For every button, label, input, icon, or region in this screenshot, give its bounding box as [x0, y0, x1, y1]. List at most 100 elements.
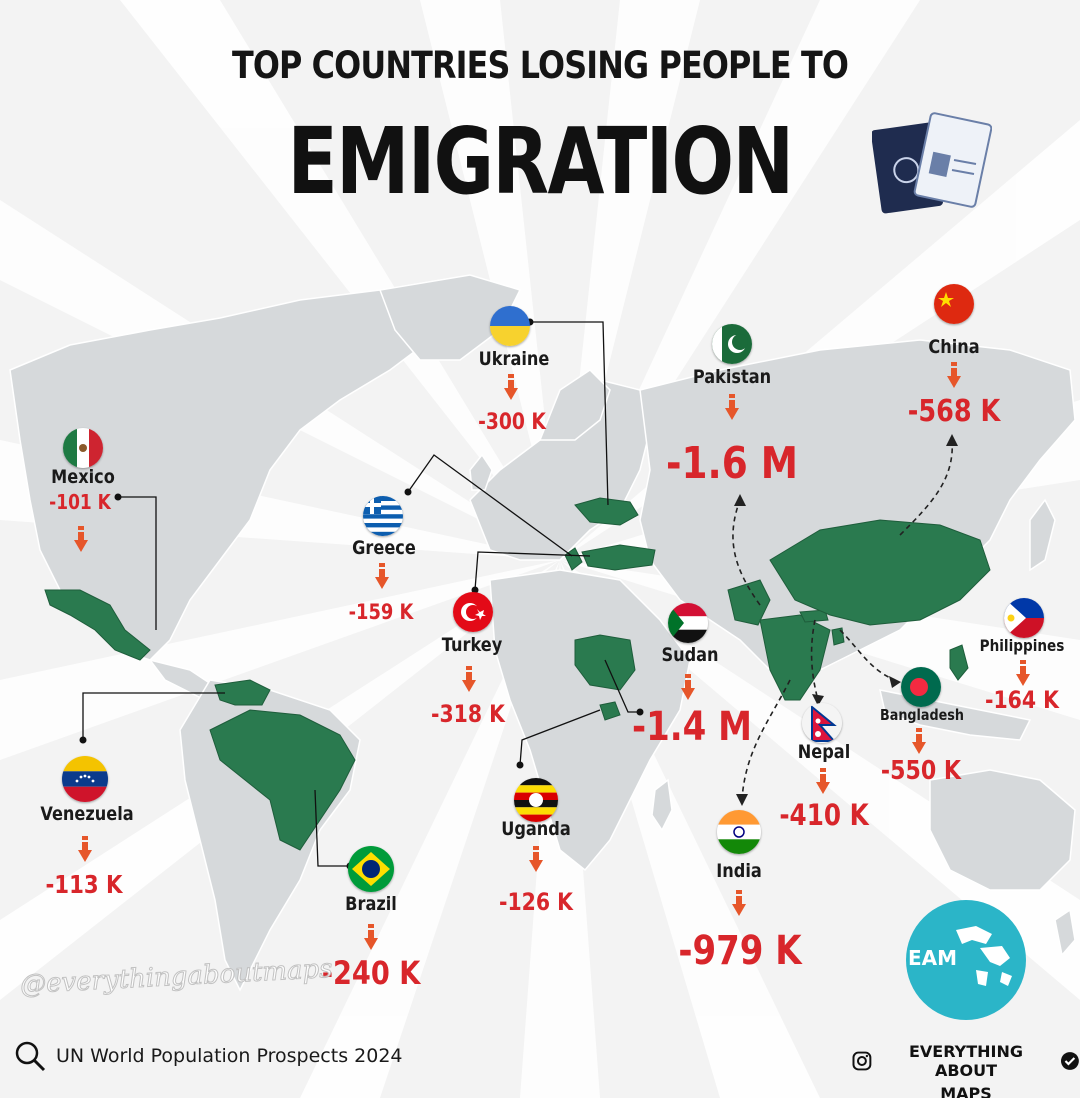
venezuela-name: Venezuela [40, 803, 134, 825]
greece-value: -159 K [348, 600, 414, 624]
uganda-value: -126 K [499, 888, 573, 916]
greece-down-arrow-icon [375, 563, 389, 589]
india-name: India [716, 860, 762, 882]
philippines-down-arrow-icon [1016, 660, 1030, 686]
madagascar-landmass [651, 778, 673, 832]
japan-landmass [1029, 498, 1056, 572]
uganda-connector [519, 709, 601, 766]
pakistan-value: -1.6 M [665, 438, 799, 489]
uganda-shape [599, 701, 621, 721]
logo-text: EAM [908, 946, 958, 970]
brazil-shape [209, 709, 356, 851]
brazil-name: Brazil [345, 893, 397, 915]
mexico-down-arrow-icon [74, 526, 88, 552]
instagram-icon [852, 1051, 872, 1071]
sudan-shape [574, 634, 636, 691]
pakistan-shape [727, 579, 771, 626]
pakistan-flag-icon [712, 324, 752, 364]
india-shape [759, 614, 831, 701]
india-dashed-arrow [741, 679, 791, 801]
turkey-shape [581, 544, 656, 571]
greece-flag-icon [363, 496, 403, 536]
source-attribution: UN World Population Prospects 2024 [14, 1040, 403, 1072]
title-line-1: TOP COUNTRIES LOSING PEOPLE TO [231, 44, 849, 87]
brazil-down-arrow-icon [364, 924, 378, 950]
bangladesh-down-arrow-icon [912, 728, 926, 754]
india-flag-icon [717, 810, 761, 854]
pakistan-down-arrow-icon [725, 394, 739, 420]
venezuela-connector [82, 692, 225, 740]
philippines-shape [949, 644, 969, 681]
china-dashed-arrow [899, 439, 953, 536]
venezuela-value: -113 K [45, 870, 123, 899]
greece-name: Greece [352, 537, 416, 559]
eam-logo: EAM [906, 900, 1026, 1020]
china-value: -568 K [907, 394, 1001, 429]
mexico-flag-icon [63, 428, 103, 468]
turkey-connector [474, 551, 591, 591]
new-zealand-landmass [1054, 908, 1076, 957]
india-value: -979 K [678, 928, 802, 974]
turkey-name: Turkey [441, 634, 503, 656]
china-down-arrow-icon [947, 362, 961, 388]
china-shape [769, 519, 991, 626]
nepal-value: -410 K [779, 798, 869, 832]
ukraine-down-arrow-icon [504, 374, 518, 400]
sudan-flag-icon [668, 603, 708, 643]
brazil-value: -240 K [321, 954, 421, 992]
venezuela-down-arrow-icon [78, 836, 92, 862]
bangladesh-value: -550 K [880, 756, 962, 786]
bangladesh-flag-icon [901, 667, 941, 707]
ukraine-flag-icon [490, 306, 530, 346]
philippines-value: -164 K [985, 686, 1059, 714]
pakistan-name: Pakistan [692, 366, 772, 388]
mexico-connector [118, 496, 157, 630]
greenland-landmass [378, 274, 522, 361]
north-america-landmass [9, 289, 441, 661]
scandinavia-landmass [538, 369, 611, 441]
brand-handle: EVERYTHING ABOUT MAPS [852, 1042, 1080, 1098]
brazil-flag-icon [348, 846, 394, 892]
india-down-arrow-icon [732, 890, 746, 916]
brazil-connector [314, 789, 350, 867]
uk-landmass [469, 453, 493, 491]
mexico-value: -101 K [49, 490, 111, 514]
sudan-down-arrow-icon [681, 674, 695, 700]
ukraine-name: Ukraine [478, 348, 550, 370]
sudan-value: -1.4 M [631, 704, 753, 750]
china-flag-icon [934, 284, 974, 324]
source-text: UN World Population Prospects 2024 [56, 1045, 403, 1067]
china-name: China [928, 336, 980, 358]
australia-landmass [929, 769, 1076, 891]
brand-line-2: MAPS [940, 1084, 992, 1098]
nepal-shape [799, 609, 829, 623]
ukraine-shape [574, 497, 639, 526]
turkey-flag-icon [453, 592, 493, 632]
turkey-down-arrow-icon [462, 666, 476, 692]
turkey-value: -318 K [431, 700, 505, 728]
globe-icon [956, 926, 1012, 986]
pakistan-dashed-arrow [732, 499, 761, 606]
venezuela-shape [214, 679, 271, 706]
title-line-2: EMIGRATION [287, 108, 795, 215]
bangladesh-shape [831, 627, 845, 646]
sudan-connector [604, 659, 640, 713]
bangladesh-name: Bangladesh [880, 706, 964, 724]
ukraine-connector [530, 321, 609, 506]
nepal-flag-icon [802, 703, 842, 743]
nepal-name: Nepal [797, 741, 851, 763]
search-icon [15, 1041, 46, 1072]
mexico-name: Mexico [51, 466, 115, 488]
uganda-flag-icon [514, 778, 558, 822]
uganda-down-arrow-icon [529, 846, 543, 872]
bangladesh-dashed-arrow [839, 629, 896, 681]
ukraine-value: -300 K [478, 410, 546, 435]
mexico-shape [44, 589, 151, 661]
africa-landmass [489, 569, 691, 872]
philippines-name: Philippines [979, 636, 1065, 655]
nepal-dashed-arrow [810, 619, 819, 701]
passport-icon [872, 112, 992, 214]
nepal-down-arrow-icon [816, 768, 830, 794]
